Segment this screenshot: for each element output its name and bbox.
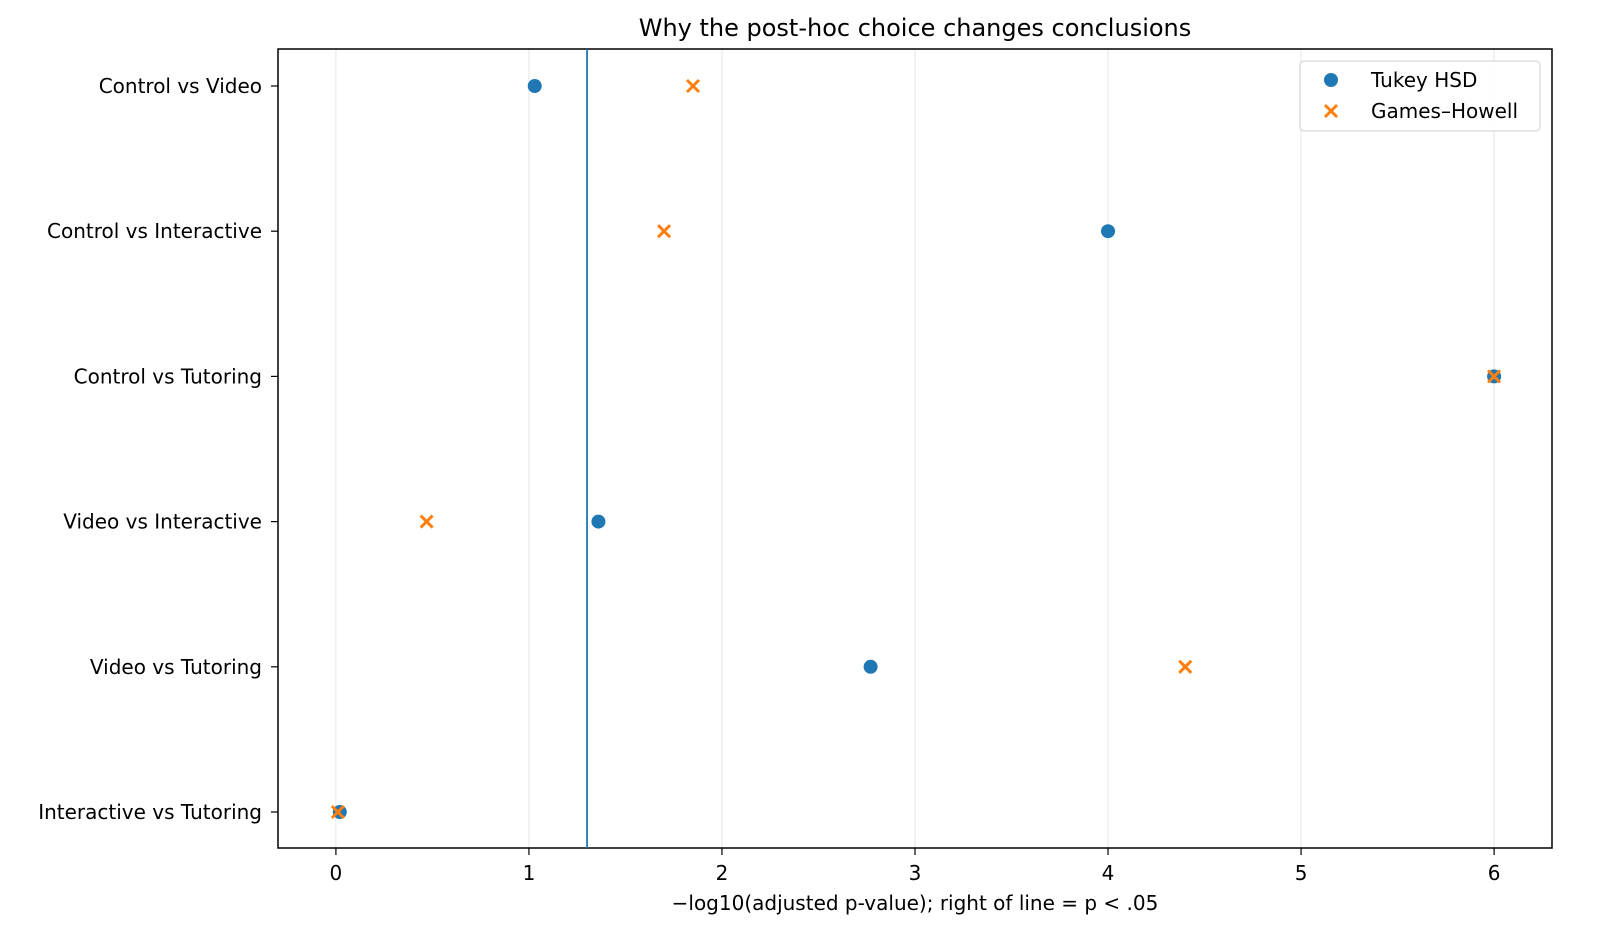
legend-label-games-howell: Games–Howell — [1371, 99, 1518, 123]
y-axis-ticks: Control vs Video Control vs Interactive Co… — [38, 74, 278, 824]
x-tick-label: 3 — [909, 861, 922, 885]
point-tukey-hsd-control-vs-video — [527, 79, 542, 93]
legend: Tukey HSD Games–Howell — [1299, 60, 1541, 132]
point-games-howell-control-vs-video — [685, 78, 701, 94]
point-games-howell-control-vs-interactive — [656, 224, 672, 239]
point-tukey-hsd-control-vs-interactive — [1101, 224, 1116, 239]
x-axis-ticks: 0 1 2 3 4 5 6 — [330, 848, 1501, 885]
x-tick-label: 5 — [1295, 861, 1308, 885]
y-tick-label-control-vs-video: Control vs Video — [99, 74, 262, 98]
point-games-howell-control-vs-tutoring — [1487, 369, 1502, 384]
point-games-howell-interactive-vs-tutoring — [330, 804, 345, 820]
legend-marker-tukey-hsd — [1324, 73, 1338, 87]
x-tick-label: 0 — [330, 861, 343, 885]
point-games-howell-video-vs-tutoring — [1178, 659, 1193, 674]
legend-label-tukey-hsd: Tukey HSD — [1370, 68, 1477, 92]
x-tick-label: 6 — [1488, 861, 1501, 885]
y-tick-label-video-vs-interactive: Video vs Interactive — [63, 510, 262, 534]
y-tick-label-control-vs-tutoring: Control vs Tutoring — [74, 364, 262, 388]
x-tick-label: 4 — [1102, 861, 1115, 885]
x-tick-label: 1 — [523, 861, 536, 885]
legend-marker-games-howell — [1323, 103, 1339, 119]
point-tukey-hsd-video-vs-tutoring — [863, 659, 878, 674]
chart-title: Why the post-hoc choice changes conclusi… — [639, 14, 1192, 42]
data-points — [330, 78, 1502, 820]
y-tick-label-interactive-vs-tutoring: Interactive vs Tutoring — [38, 800, 262, 824]
point-tukey-hsd-video-vs-interactive — [591, 514, 606, 529]
point-games-howell-video-vs-interactive — [419, 514, 434, 529]
legend-x-glyph — [1323, 103, 1339, 119]
x-tick-label: 2 — [716, 861, 729, 885]
x-axis-label: −log10(adjusted p-value); right of line … — [672, 891, 1159, 915]
x-gridlines — [335, 49, 1495, 848]
legend-box — [1299, 60, 1541, 132]
y-tick-label-control-vs-interactive: Control vs Interactive — [47, 219, 262, 243]
y-tick-label-video-vs-tutoring: Video vs Tutoring — [90, 655, 262, 679]
